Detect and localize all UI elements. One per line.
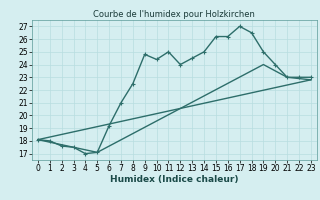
Title: Courbe de l'humidex pour Holzkirchen: Courbe de l'humidex pour Holzkirchen [93, 10, 255, 19]
X-axis label: Humidex (Indice chaleur): Humidex (Indice chaleur) [110, 175, 239, 184]
